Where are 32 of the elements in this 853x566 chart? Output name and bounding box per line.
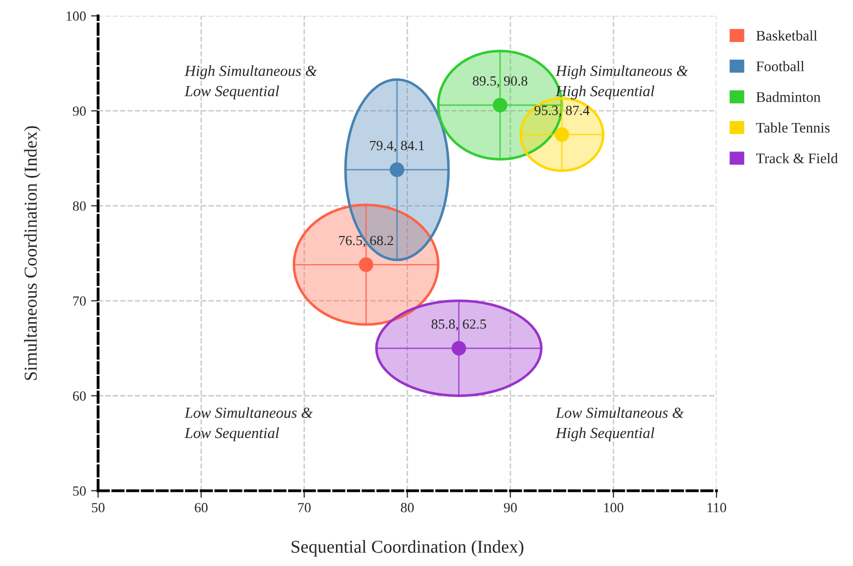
data-label: 85.8, 62.5	[432, 319, 486, 331]
x-tick-label: 90	[504, 502, 517, 512]
x-axis-title: Sequential Coordination (Index)	[292, 540, 524, 556]
legend-label: Track & Field	[756, 153, 838, 164]
y-tick-label: 50	[73, 486, 86, 496]
data-label: 79.4, 84.1	[370, 140, 424, 152]
y-tick-label: 70	[73, 296, 86, 306]
annotation: High Simultaneous & Low Sequential	[184, 65, 318, 100]
y-axis-title: Simultaneous Coordination (Index)	[24, 126, 40, 380]
annotation: Low Simultaneous & Low Sequential	[184, 407, 313, 442]
y-tick-label: 80	[72, 201, 86, 211]
legend-label: Badminton	[756, 92, 820, 102]
point	[554, 127, 570, 142]
annotation: Low Simultaneous & High Sequential	[556, 407, 684, 442]
point	[492, 98, 508, 112]
data-label: 76.5, 68.2	[339, 236, 394, 248]
data-label: 89.5, 90.8	[472, 76, 528, 88]
x-tick-label: 100	[604, 502, 624, 512]
legend-label: Basketball	[756, 30, 818, 41]
x-tick-label: 60	[194, 502, 208, 512]
y-tick-label: 100	[66, 11, 86, 21]
y-tick-label: 60	[72, 391, 86, 401]
x-tick-label: 50	[92, 502, 105, 512]
point	[358, 257, 374, 272]
x-tick-label: 80	[400, 502, 414, 512]
point	[452, 340, 466, 356]
x-tick-label: 70	[298, 502, 311, 512]
legend-label: Table Tennis	[756, 122, 830, 133]
y-tick-label: 90	[72, 106, 86, 116]
point	[390, 162, 404, 177]
legend-label: Football	[756, 61, 804, 72]
x-tick-label: 110	[708, 502, 726, 512]
